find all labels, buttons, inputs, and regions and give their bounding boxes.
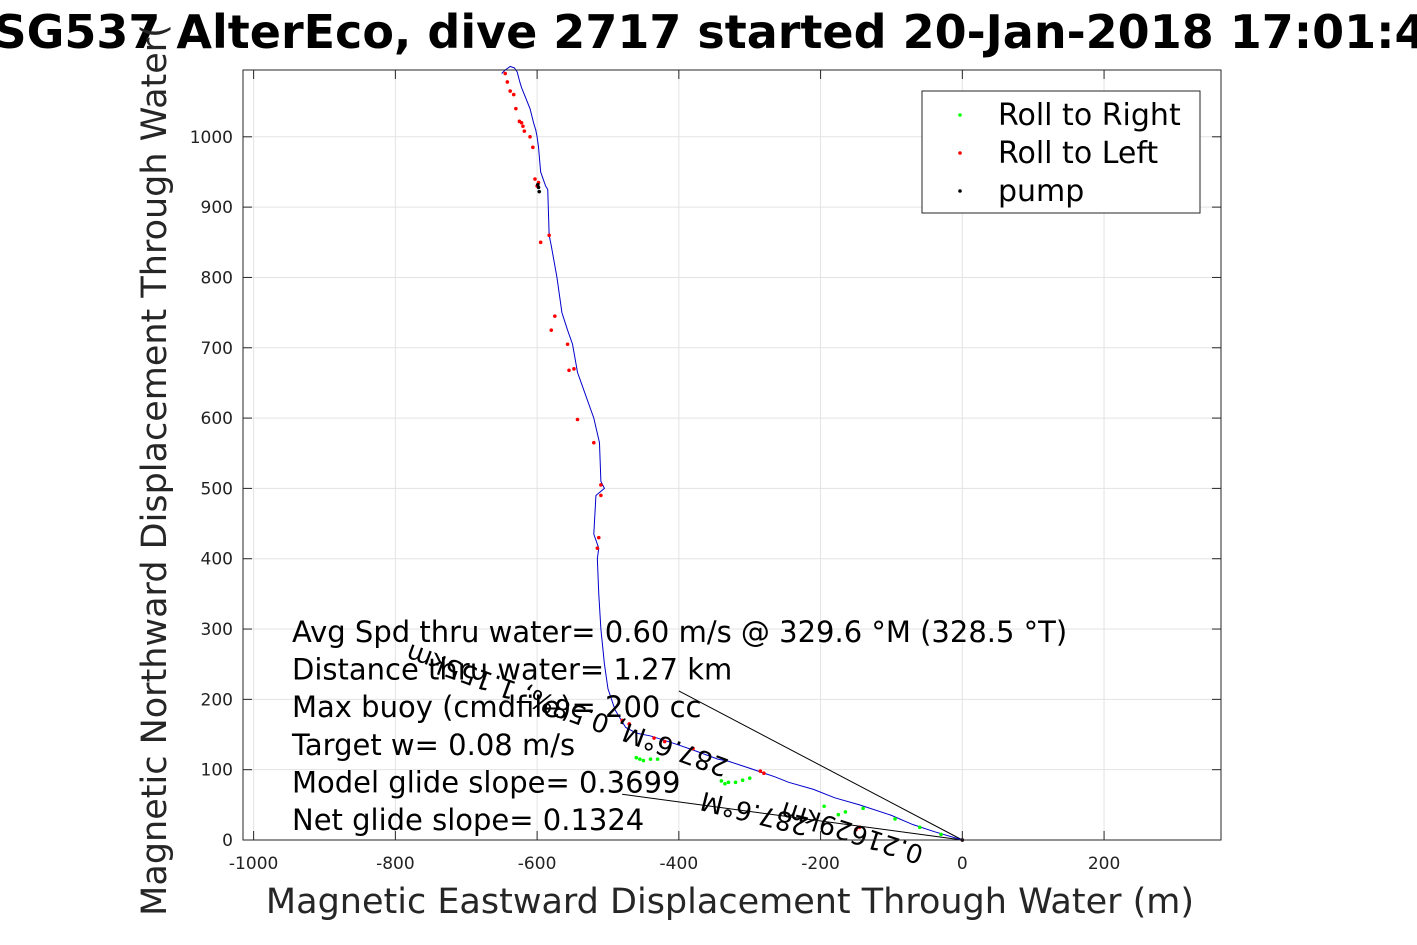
legend-label-pump: pump — [998, 174, 1084, 209]
roll-to-left-point — [592, 440, 596, 445]
roll-to-right-point — [740, 778, 745, 783]
y-tick-label: 600 — [201, 409, 233, 429]
y-axis-label: Magnetic Northward Displacement Through … — [135, 24, 175, 916]
roll-to-left-point — [599, 493, 603, 498]
roll-to-right-point — [893, 817, 897, 821]
roll-to-left-point — [652, 736, 656, 740]
roll-to-left-point — [857, 825, 862, 830]
roll-to-left-point — [521, 124, 525, 129]
y-tick-label: 100 — [201, 761, 233, 781]
roll-to-left-point — [662, 739, 667, 744]
reference-line — [678, 690, 963, 841]
roll-to-left-point — [522, 129, 527, 133]
y-tick-label: 400 — [201, 550, 233, 570]
roll-to-right-point — [723, 781, 727, 786]
roll-to-right-point — [634, 755, 639, 760]
y-tick-label: 800 — [201, 268, 233, 288]
roll-to-right-point — [641, 758, 646, 763]
annotation-line: Avg Spd thru water= 0.60 m/s @ 329.6 °M … — [292, 615, 1067, 649]
x-tick-label: 200 — [1088, 854, 1120, 874]
roll-to-left-point — [503, 71, 508, 76]
legend: Roll to Right Roll to Left pump — [921, 90, 1201, 214]
y-tick-label: 200 — [201, 690, 233, 710]
roll-to-right-point — [733, 780, 738, 785]
roll-to-left-point — [620, 718, 624, 723]
y-tick-label: 700 — [201, 339, 233, 359]
roll-to-right-point — [638, 757, 642, 761]
x-tick-label: -400 — [660, 854, 699, 874]
y-tick-label: 500 — [201, 479, 233, 499]
roll-to-right-point — [822, 804, 826, 809]
track-line — [501, 65, 963, 841]
pump-point — [536, 182, 540, 187]
track-line-group — [501, 65, 963, 841]
data-points — [503, 71, 965, 842]
x-tick-label: 0 — [957, 854, 968, 874]
roll-to-left-point — [691, 746, 695, 751]
y-tick-label: 300 — [201, 620, 233, 640]
roll-to-right-point — [747, 776, 752, 780]
x-tick-label: -200 — [801, 854, 840, 874]
chart-title: SG537 AlterEco, dive 2717 started 20-Jan… — [0, 5, 1417, 59]
roll-to-left-point — [508, 89, 512, 93]
legend-label-roll-left: Roll to Left — [998, 136, 1158, 171]
roll-to-left-point — [553, 314, 557, 318]
x-axis-label: Magnetic Eastward Displacement Through W… — [266, 882, 1194, 922]
reference-line — [622, 793, 963, 841]
y-tick-label: 1000 — [190, 128, 233, 148]
roll-to-right-point — [861, 806, 865, 811]
roll-to-left-point — [547, 233, 551, 238]
roll-to-left-point — [572, 367, 576, 371]
roll-to-left-point — [511, 92, 516, 97]
legend-marker-roll-left — [958, 151, 962, 155]
pump-point — [536, 185, 541, 190]
legend-marker-pump — [958, 189, 962, 193]
roll-to-right-point — [648, 757, 653, 761]
pump-point — [537, 189, 542, 194]
roll-to-left-point — [575, 417, 580, 422]
roll-to-right-point — [939, 832, 943, 837]
legend-marker-roll-right — [958, 113, 962, 117]
roll-to-left-point — [567, 368, 571, 373]
y-tick-label: 900 — [201, 198, 233, 218]
y-tick-label: 0 — [222, 831, 233, 851]
roll-to-left-point — [596, 535, 601, 540]
reference-lines — [622, 690, 963, 841]
roll-to-left-point — [595, 546, 600, 550]
roll-to-left-point — [599, 483, 603, 487]
legend-box — [921, 90, 1201, 214]
legend-label-roll-right: Roll to Right — [998, 98, 1181, 133]
roll-to-right-point — [726, 780, 731, 785]
axes-box — [242, 69, 1222, 841]
axis-ticks: -1000 -800 -600 -400 -200 0 200 0 100 200 300 400 50… — [190, 70, 1221, 874]
roll-to-left-point — [565, 342, 570, 347]
roll-to-left-point — [517, 119, 522, 124]
roll-to-left-point — [514, 106, 518, 111]
roll-to-left-point — [533, 177, 537, 181]
annotation-line: Max buoy (cmdfile)= 200 cc — [292, 690, 701, 724]
roll-to-right-point — [836, 812, 841, 817]
roll-to-right-point — [918, 825, 922, 830]
roll-to-left-point — [531, 145, 535, 150]
roll-to-left-point — [538, 240, 543, 245]
roll-to-left-point — [505, 80, 510, 84]
roll-to-left-point — [758, 769, 763, 773]
roll-to-right-point — [843, 810, 848, 814]
x-tick-label: -800 — [376, 854, 415, 874]
roll-to-left-point — [762, 771, 766, 775]
annotation-line: Net glide slope= 0.1324 — [292, 803, 644, 837]
roll-to-right-point — [655, 757, 660, 761]
x-tick-label: -1000 — [229, 854, 278, 874]
roll-to-left-point — [528, 135, 532, 139]
roll-to-left-point — [549, 328, 554, 332]
roll-to-left-point — [854, 827, 858, 832]
annotation-line: Target w= 0.08 m/s — [291, 728, 575, 762]
annotation-line: Model glide slope= 0.3699 — [292, 765, 680, 799]
annotation-line: Distance thru water= 1.27 km — [292, 653, 732, 687]
roll-to-left-point — [627, 722, 632, 726]
roll-to-right-point — [719, 779, 724, 783]
x-tick-label: -600 — [518, 854, 557, 874]
